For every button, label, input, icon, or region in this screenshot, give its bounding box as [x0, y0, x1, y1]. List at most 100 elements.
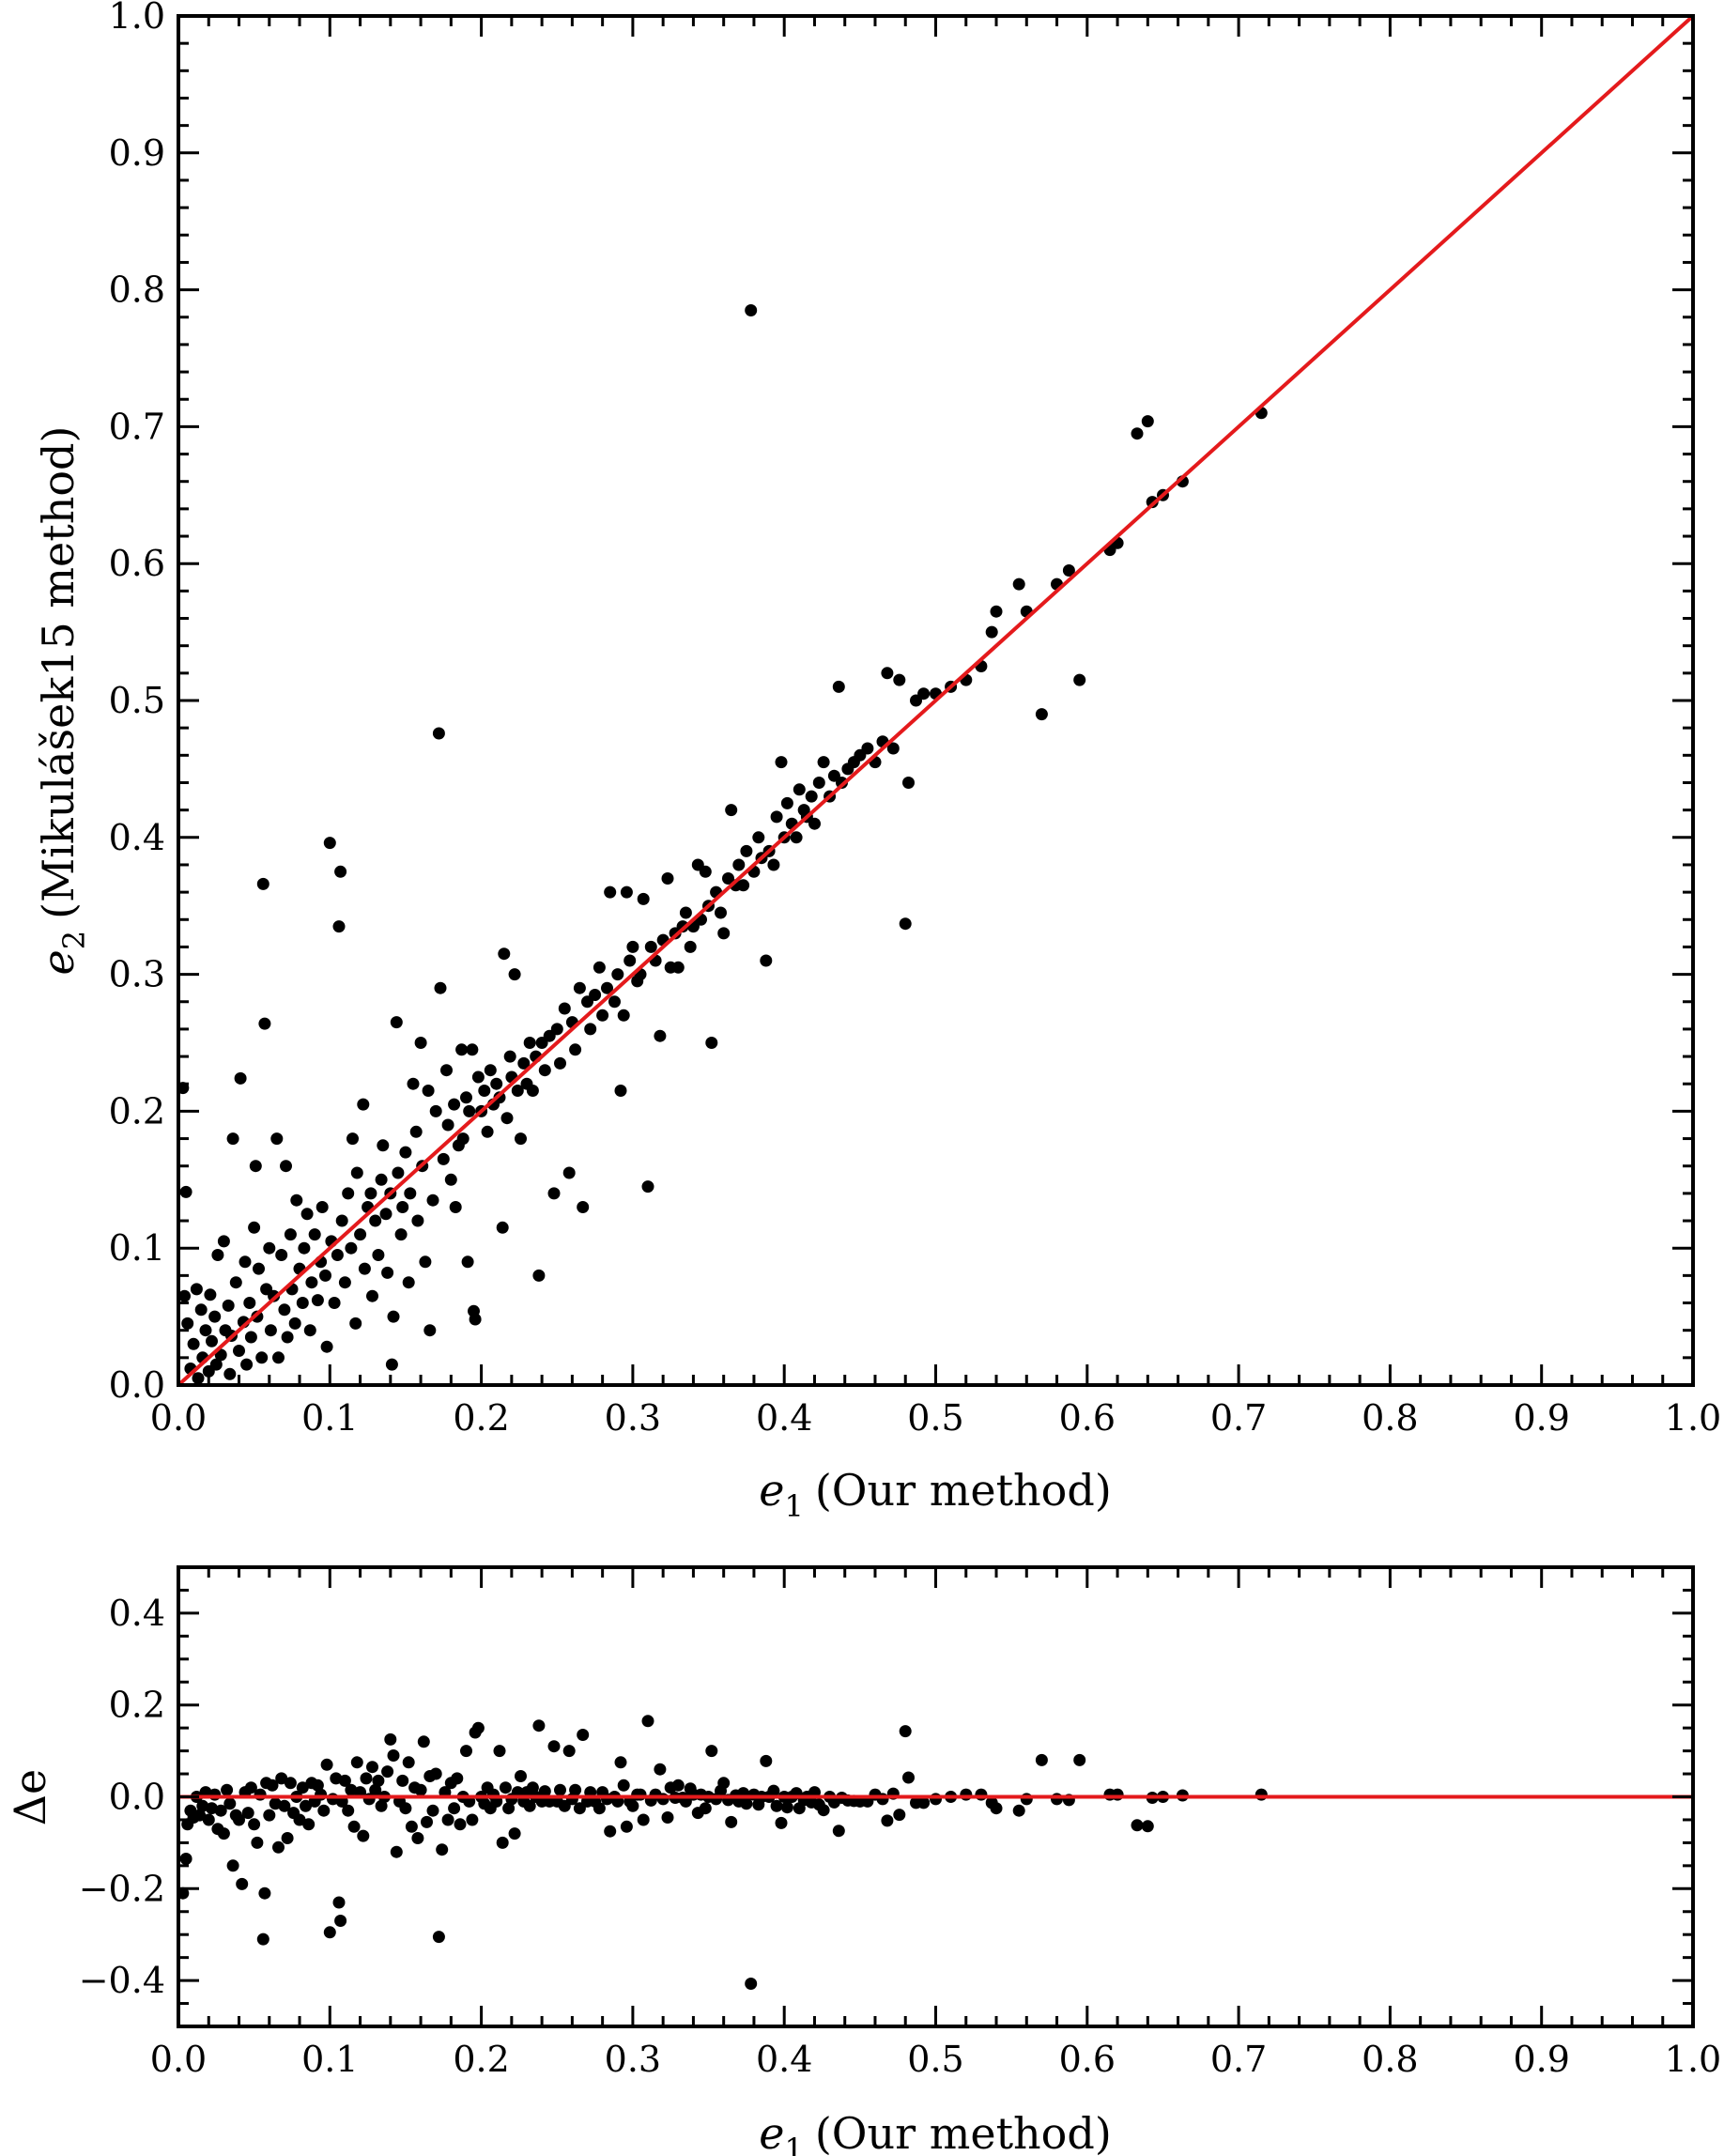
data-point — [577, 1729, 590, 1741]
data-point — [288, 1317, 301, 1330]
x-tick-labels: 0.0 0.1 0.2 0.3 0.4 0.5 0.6 0.7 0.8 0.9 1.0 — [150, 2039, 1721, 2080]
data-point — [375, 1173, 388, 1186]
data-point — [469, 1313, 482, 1326]
data-point — [466, 1813, 479, 1826]
data-point — [284, 1777, 297, 1790]
y-tick-label: 0.4 — [109, 817, 165, 858]
data-point — [350, 1166, 363, 1179]
data-point — [308, 1228, 321, 1241]
data-point — [275, 1772, 288, 1785]
data-point — [538, 1785, 551, 1798]
y-tick-label: 0.0 — [109, 1364, 165, 1406]
data-point — [436, 1843, 449, 1856]
data-point — [478, 1085, 491, 1097]
data-point — [679, 906, 692, 919]
data-point — [463, 1104, 476, 1117]
x-axis-text: (Our method) — [815, 1465, 1112, 1516]
data-point — [369, 1214, 382, 1227]
data-point — [793, 783, 806, 796]
data-point — [323, 1926, 336, 1939]
data-point — [244, 1781, 257, 1794]
x-tick-label: 0.7 — [1210, 1397, 1267, 1439]
data-point — [385, 1358, 398, 1371]
data-point — [562, 1745, 576, 1758]
data-point — [780, 1801, 793, 1814]
data-point — [637, 1813, 650, 1826]
data-point — [508, 1827, 521, 1840]
data-point — [193, 1809, 207, 1822]
data-point — [604, 1825, 617, 1838]
data-point — [523, 1037, 536, 1049]
data-point — [1255, 1788, 1268, 1801]
data-point — [461, 1255, 474, 1269]
data-point — [369, 1783, 382, 1796]
data-point — [499, 1781, 512, 1794]
data-point — [345, 1241, 358, 1255]
data-point — [917, 687, 931, 701]
data-point — [263, 1809, 276, 1822]
data-point — [233, 1345, 245, 1357]
data-point — [1012, 578, 1025, 591]
data-point — [515, 1132, 527, 1146]
y-axis-label: e2 (Mikulášek15 method) — [33, 426, 92, 976]
data-point — [223, 1797, 237, 1810]
data-point — [417, 1735, 430, 1748]
data-point — [471, 1721, 485, 1734]
data-point — [770, 1799, 783, 1812]
data-point — [364, 1187, 377, 1200]
data-point — [270, 1132, 284, 1146]
data-point — [338, 1774, 351, 1787]
data-point — [532, 1719, 546, 1732]
data-point — [832, 1825, 845, 1838]
data-point — [614, 1756, 627, 1769]
data-point — [466, 1043, 479, 1056]
data-point — [654, 1029, 667, 1042]
data-point — [409, 1125, 423, 1138]
y-tick-label: 0.0 — [109, 1777, 165, 1818]
data-point — [661, 1811, 674, 1824]
x-tick-label: 0.2 — [453, 1397, 509, 1439]
data-point — [272, 1351, 285, 1364]
data-point — [253, 1262, 265, 1275]
data-point — [239, 1255, 252, 1269]
data-point — [496, 1221, 509, 1234]
data-point — [278, 1303, 291, 1317]
data-point — [1141, 415, 1154, 428]
data-point — [626, 1799, 639, 1812]
data-point — [523, 1799, 536, 1812]
data-point — [448, 1802, 461, 1815]
data-point — [725, 1815, 738, 1828]
data-point — [444, 1173, 457, 1186]
data-point — [296, 1297, 309, 1309]
x-tick-label: 0.0 — [150, 2039, 207, 2080]
data-point — [236, 1877, 249, 1890]
data-point — [402, 1756, 415, 1769]
data-point — [190, 1283, 203, 1296]
data-point — [745, 304, 758, 316]
data-point — [441, 1118, 454, 1132]
data-point — [226, 1132, 239, 1146]
data-point — [620, 1820, 633, 1833]
data-point — [229, 1276, 242, 1289]
data-point — [394, 1228, 408, 1241]
x-tick-label: 0.8 — [1362, 2039, 1418, 2080]
data-point — [298, 1241, 311, 1255]
data-point — [656, 1793, 670, 1806]
x-tick-label: 0.5 — [907, 1397, 963, 1439]
y-tick-label: 0.9 — [109, 132, 165, 174]
y-tick-label: 0.3 — [109, 954, 165, 995]
data-point — [775, 756, 788, 769]
y-axis-text: (Mikulášek15 method) — [33, 426, 84, 919]
y-tick-label: 0.6 — [109, 543, 165, 584]
data-point — [604, 886, 617, 899]
y-tick-label: 0.4 — [109, 1593, 165, 1634]
data-point — [199, 1324, 212, 1337]
data-point — [402, 1276, 415, 1289]
data-point — [990, 1802, 1003, 1815]
data-point — [384, 1732, 397, 1746]
data-point — [263, 1241, 276, 1255]
data-point — [881, 1814, 894, 1827]
data-point — [248, 1221, 261, 1234]
data-point — [254, 1788, 267, 1801]
data-point — [399, 1146, 412, 1159]
